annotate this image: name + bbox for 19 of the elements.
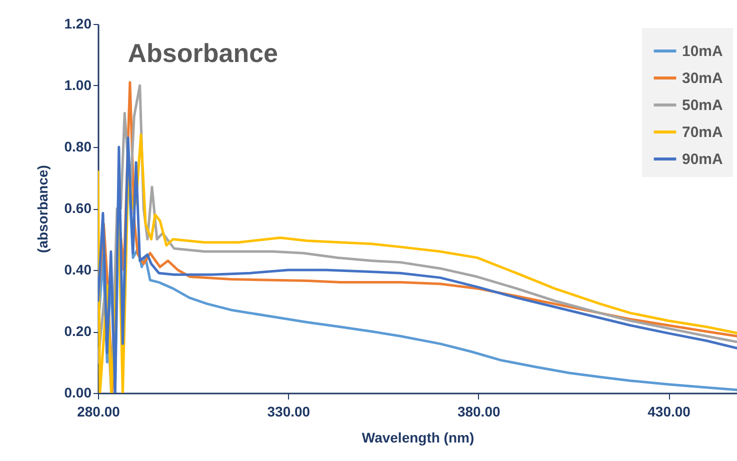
y-tick-label: 0.00 [64,384,92,400]
x-axis-title: Wavelength (nm) [362,430,474,446]
legend-label: 10mA [682,43,724,60]
y-tick-label: 0.20 [64,323,92,339]
x-tick-label: 280.00 [77,404,120,420]
legend-label: 70mA [682,124,724,141]
y-tick-label: 0.40 [64,262,92,278]
legend-label: 90mA [682,151,724,168]
legend-label: 30mA [682,70,724,87]
legend-label: 50mA [682,97,724,114]
y-tick-label: 1.20 [64,16,92,32]
text: Absorbance [128,38,278,68]
x-tick-label: 380.00 [457,404,500,420]
x-tick-label: 330.00 [267,404,310,420]
y-axis-title: (absorbance) [34,165,50,253]
y-tick-label: 1.00 [64,77,92,93]
y-tick-label: 0.60 [64,200,92,216]
y-tick-label: 0.80 [64,138,92,154]
x-tick-label: 430.00 [648,404,691,420]
